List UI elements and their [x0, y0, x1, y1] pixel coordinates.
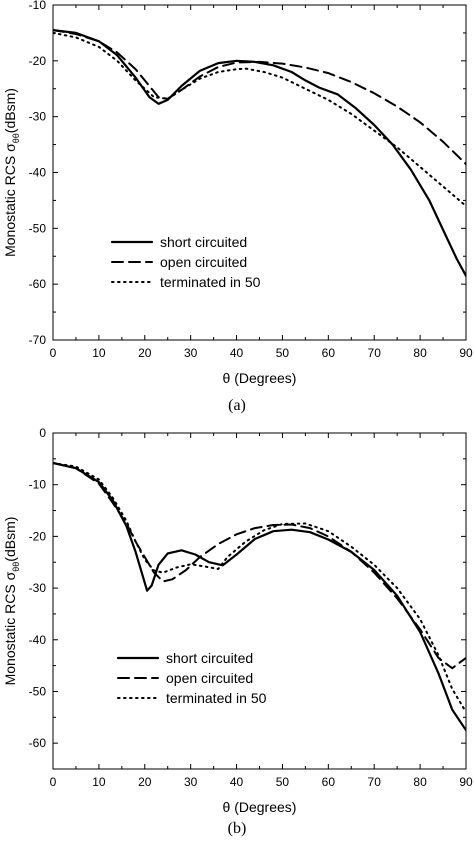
y-tick-label: -70 — [29, 333, 47, 347]
y-tick-label: -40 — [29, 633, 47, 647]
y-label-subscript: θθ — [11, 562, 21, 572]
legend-label: open circuited — [160, 254, 247, 270]
y-tick-label: -10 — [29, 478, 47, 492]
x-tick-label: 40 — [230, 346, 244, 360]
y-axis-label: Monostatic RCS σθθ(dBsm) — [2, 517, 21, 686]
x-tick-label: 0 — [50, 346, 57, 360]
y-tick-label: -40 — [29, 166, 47, 180]
x-tick-label: 60 — [322, 346, 336, 360]
x-tick-label: 0 — [50, 775, 57, 789]
y-tick-label: -30 — [29, 581, 47, 595]
x-tick-label: 80 — [413, 346, 427, 360]
y-tick-label: -50 — [29, 221, 47, 235]
y-label-unit: (dBsm) — [2, 88, 18, 133]
series-line-dotted — [53, 462, 466, 714]
legend-label: terminated in 50 — [166, 690, 267, 706]
x-tick-label: 30 — [184, 775, 198, 789]
series-line-dashed — [53, 462, 466, 670]
y-label-main: Monostatic RCS σ — [2, 143, 18, 257]
chart-b: 0 10 20 30 40 50 60 70 80 90 -60 -50 -40 -30 -20 -10 0 θ … — [2, 426, 473, 815]
y-tick-label: -20 — [29, 529, 47, 543]
y-tick-label: -60 — [29, 277, 47, 291]
y-axis-label: Monostatic RCS σθθ(dBsm) — [2, 88, 21, 257]
x-tick-label: 10 — [92, 346, 106, 360]
x-tick-label: 20 — [138, 775, 152, 789]
legend-label: terminated in 50 — [160, 274, 261, 290]
legend-label: short circuited — [166, 650, 253, 666]
x-axis-label: θ (Degrees) — [223, 799, 297, 815]
x-tick-label: 10 — [92, 775, 106, 789]
y-tick-label: -20 — [29, 54, 47, 68]
x-tick-label: 60 — [322, 775, 336, 789]
series-line-solid — [53, 461, 466, 732]
y-tick-label: 0 — [39, 426, 46, 440]
x-tick-label: 20 — [138, 346, 152, 360]
series-line-dotted — [53, 31, 466, 207]
x-tick-label: 90 — [459, 346, 473, 360]
x-tick-label: 90 — [459, 775, 473, 789]
x-tick-label: 30 — [184, 346, 198, 360]
x-axis-label: θ (Degrees) — [223, 370, 297, 386]
x-tick-label: 70 — [368, 775, 382, 789]
x-tick-label: 70 — [368, 346, 382, 360]
legend-label: short circuited — [160, 234, 247, 250]
y-tick-label: -50 — [29, 684, 47, 698]
y-tick-label: -30 — [29, 110, 47, 124]
y-label-main: Monostatic RCS σ — [2, 571, 18, 685]
legend-label: open circuited — [166, 670, 253, 686]
y-tick-label: -10 — [29, 0, 47, 12]
chart-a: 0 10 20 30 40 50 60 70 80 90 -70 -60 -50 -40 -30 -20 -10… — [2, 0, 473, 386]
series-line-solid — [53, 29, 466, 277]
y-tick-label: -60 — [29, 736, 47, 750]
x-tick-label: 50 — [276, 775, 290, 789]
y-label-unit: (dBsm) — [2, 517, 18, 562]
caption-a: (a) — [228, 397, 246, 414]
x-tick-label: 80 — [413, 775, 427, 789]
y-label-subscript: θθ — [11, 133, 21, 143]
x-tick-label: 40 — [230, 775, 244, 789]
series-line-dashed — [53, 29, 466, 166]
plot-frame — [52, 432, 467, 770]
x-tick-label: 50 — [276, 346, 290, 360]
caption-b: (b) — [227, 820, 247, 837]
